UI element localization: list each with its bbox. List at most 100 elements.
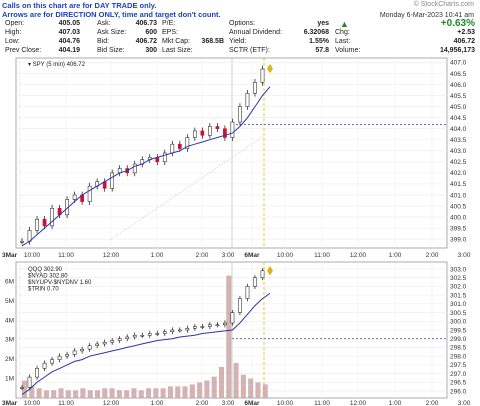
price-candle	[208, 126, 212, 136]
y-tick-label: 297.0	[450, 371, 467, 378]
price-candle	[215, 324, 220, 327]
quote-value: 406.72	[135, 38, 157, 45]
volume-bar	[80, 388, 86, 398]
price-candle	[65, 354, 69, 357]
y-tick-label: 406.0	[450, 82, 467, 89]
price-candle	[245, 286, 250, 299]
price-candle	[147, 333, 152, 336]
y-tick-label: 299.5	[450, 327, 467, 334]
volume-bar	[116, 390, 122, 398]
change-up-icon: ▲	[340, 19, 349, 29]
quote-label: Low:	[5, 38, 20, 45]
chart-2-x-tick-label: 1:00	[389, 400, 402, 406]
price-candle	[80, 348, 84, 352]
price-candle	[177, 329, 182, 332]
price-candle	[208, 324, 212, 327]
quote-label: P/E:	[162, 20, 176, 27]
chart-2-x-tick-label: 10:00	[24, 400, 41, 406]
volume-bar	[153, 388, 159, 398]
volume-bar	[160, 388, 166, 398]
quote-value: 6.32068	[303, 29, 329, 36]
quote-label: High:	[5, 29, 22, 36]
price-candle	[117, 338, 122, 341]
quote-value: 300	[145, 47, 157, 54]
chart-1-x-tick-label: 3Mar	[2, 252, 18, 259]
quote-label: Last Size:	[162, 47, 193, 54]
price-candle	[223, 128, 227, 138]
y-tick-label: 299.0	[450, 336, 467, 343]
y-tick-label: 403.5	[450, 137, 467, 144]
chart-1-x-tick-label: 2:00	[426, 252, 439, 259]
current-price-marker	[267, 64, 273, 74]
price-candle	[185, 328, 190, 331]
quote-value: 406.72	[453, 38, 475, 45]
y-tick-label: 405.5	[450, 93, 467, 100]
chart-2-legend-item: QQQ 302.90	[28, 267, 63, 273]
volume-bar	[240, 374, 246, 398]
y-tick-label: 298.5	[450, 345, 467, 352]
volume-bar	[189, 384, 195, 398]
price-candle	[72, 350, 77, 355]
price-candle	[50, 207, 54, 227]
chart-2-x-tick-label: 10:00	[277, 400, 294, 406]
volume-tick-label: 1M	[5, 376, 14, 383]
moving-average-line	[21, 86, 271, 247]
chart-2-x-tick-label: 6Mar	[244, 400, 260, 406]
chart-1-x-tick-label: 12:00	[350, 252, 367, 259]
y-tick-label: 300.5	[450, 310, 467, 317]
price-candle	[27, 376, 32, 388]
price-candle	[177, 143, 182, 149]
quote-value: +2.53	[457, 29, 475, 36]
chart-1-title: ▾ SPY (5 min) 406.72	[28, 62, 86, 68]
quote-value: 406.73	[135, 20, 157, 27]
quote-label: Bid:	[97, 38, 110, 45]
y-tick-label: 297.5	[450, 362, 467, 369]
price-candle	[238, 298, 242, 313]
chart-1-x-tick-label: 3:00	[458, 252, 471, 259]
price-candle	[192, 130, 197, 138]
volume-bar	[29, 386, 35, 398]
y-tick-label: 404.0	[450, 126, 467, 133]
price-candle	[102, 341, 107, 345]
price-candle	[215, 126, 220, 129]
chart-2-x-tick-label: 3Mar	[2, 400, 18, 406]
price-candle	[185, 137, 190, 149]
volume-bar	[167, 386, 173, 398]
quote-label: Ask:	[97, 20, 111, 27]
price-candle	[253, 82, 257, 94]
chart-2-x-tick-label: 11:00	[58, 400, 74, 406]
quote-value: 405.05	[58, 20, 80, 27]
volume-bar	[175, 386, 181, 398]
volume-bar	[51, 390, 57, 398]
chart-2-legend-item: $NYAD 302.80	[28, 274, 68, 280]
y-tick-label: 303.0	[450, 266, 467, 273]
quote-value: 1.55%	[309, 38, 329, 45]
price-candle	[140, 334, 145, 337]
quote-value: 600	[145, 29, 157, 36]
price-candle	[245, 93, 250, 107]
volume-tick-label: 3M	[5, 337, 14, 344]
chart-2-x-tick-label: 2:00	[426, 400, 439, 406]
quote-value: 368.5B	[201, 38, 224, 45]
volume-bar	[248, 378, 254, 398]
price-candle	[35, 368, 39, 378]
price-candle	[155, 333, 160, 335]
price-candle	[200, 130, 205, 136]
quote-label: Ask Size:	[97, 29, 127, 36]
volume-bar	[226, 275, 232, 398]
y-tick-label: 406.5	[450, 71, 467, 78]
price-candle	[192, 326, 197, 329]
price-candle	[260, 68, 265, 83]
quote-label: Annual Dividend:	[229, 29, 282, 36]
quote-label: Last:	[335, 38, 351, 45]
volume-bar	[204, 380, 210, 398]
price-candle	[170, 329, 175, 332]
day-trade-notice: Calls on this chart are for DAY TRADE on…	[2, 1, 221, 19]
y-tick-label: 402.5	[450, 159, 467, 166]
volume-bar	[211, 376, 217, 398]
volume-bar	[262, 384, 268, 398]
current-price-marker	[267, 266, 273, 276]
volume-bar	[87, 390, 93, 398]
chart-2-legend-item: $TRIN 0.70	[28, 287, 59, 293]
stockcharts-watermark: © StockCharts.com	[413, 1, 474, 8]
